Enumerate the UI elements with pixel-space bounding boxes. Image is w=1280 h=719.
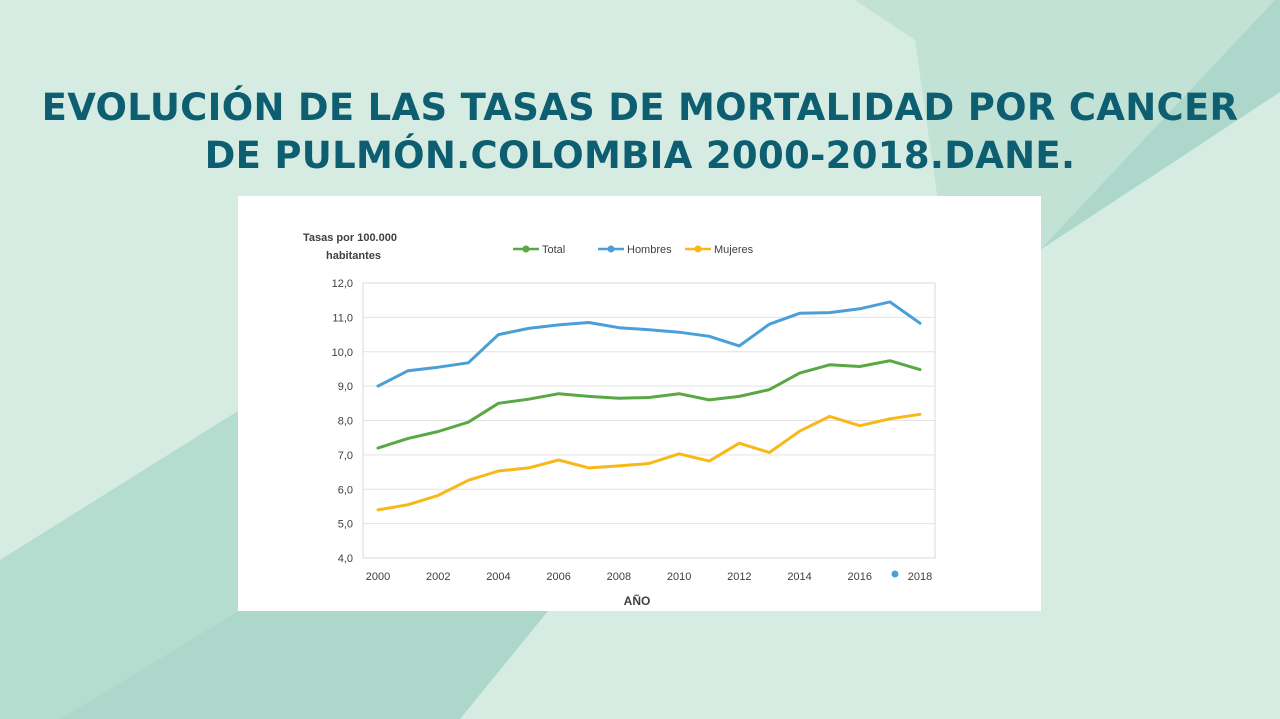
line-chart: Tasas por 100.000 habitantes AÑO 12,0 11,…	[238, 196, 1041, 611]
dot-marker	[892, 571, 899, 578]
slide-title-line-1: EVOLUCIÓN DE LAS TASAS DE MORTALIDAD POR…	[0, 84, 1280, 132]
y-axis-label-line-2: habitantes	[326, 250, 381, 262]
legend-marker-mujeres	[695, 246, 702, 253]
legend-label-mujeres: Mujeres	[714, 244, 754, 256]
x-axis-ticks: 2000 2002 2004 2006 2008 2010 2012 2014 2016 2018	[366, 571, 932, 583]
legend-marker-total	[523, 246, 530, 253]
y-tick-label: 7,0	[338, 450, 353, 462]
gridlines	[363, 317, 935, 523]
legend: Total Hombres Mujeres	[513, 244, 899, 578]
x-tick-label: 2004	[486, 571, 510, 583]
y-tick-label: 5,0	[338, 519, 353, 531]
x-tick-label: 2000	[366, 571, 390, 583]
x-tick-label: 2010	[667, 571, 691, 583]
chart-card: Tasas por 100.000 habitantes AÑO 12,0 11,…	[238, 196, 1041, 611]
series-line-total	[378, 361, 920, 448]
y-tick-label: 4,0	[338, 553, 353, 565]
x-tick-label: 2002	[426, 571, 450, 583]
legend-label-total: Total	[542, 244, 565, 256]
series-lines	[378, 302, 920, 510]
legend-label-hombres: Hombres	[627, 244, 672, 256]
x-tick-label: 2012	[727, 571, 751, 583]
x-tick-label: 2018	[908, 571, 932, 583]
series-line-hombres	[378, 302, 920, 386]
x-axis-label: AÑO	[624, 593, 651, 608]
x-tick-label: 2014	[787, 571, 811, 583]
legend-marker-hombres	[608, 246, 615, 253]
y-tick-label: 6,0	[338, 484, 353, 496]
y-tick-label: 10,0	[332, 347, 353, 359]
y-tick-label: 9,0	[338, 381, 353, 393]
y-tick-label: 8,0	[338, 416, 353, 428]
x-tick-label: 2016	[848, 571, 872, 583]
y-axis-label-line-1: Tasas por 100.000	[303, 232, 397, 244]
y-axis-ticks: 12,0 11,0 10,0 9,0 8,0 7,0 6,0 5,0 4,0	[332, 278, 353, 565]
slide-title-line-2: DE PULMÓN.COLOMBIA 2000-2018.DANE.	[0, 132, 1280, 180]
x-tick-label: 2006	[546, 571, 570, 583]
slide-title: EVOLUCIÓN DE LAS TASAS DE MORTALIDAD POR…	[0, 84, 1280, 180]
y-tick-label: 11,0	[332, 312, 353, 324]
x-tick-label: 2008	[607, 571, 631, 583]
series-line-mujeres	[378, 414, 920, 510]
y-tick-label: 12,0	[332, 278, 353, 290]
